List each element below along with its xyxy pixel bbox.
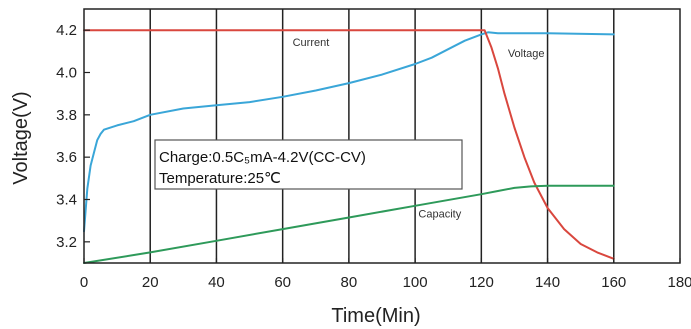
x-tick-label-140: 140: [535, 274, 560, 291]
series-label-current: Current: [293, 37, 330, 49]
x-tick-label-160: 160: [601, 274, 626, 291]
x-tick-label-0: 0: [80, 274, 88, 291]
x-tick-label-100: 100: [403, 274, 428, 291]
vertical-grid-lines: [149, 9, 615, 263]
annotation-line-1: Charge:0.5C₅mA-4.2V(CC-CV): [159, 149, 366, 166]
annotation-box: [154, 139, 463, 190]
y-tick-label-3.4: 3.4: [56, 192, 77, 209]
annotation-line-2: Temperature:25℃: [159, 170, 281, 187]
series-line-capacity: [83, 184, 615, 264]
series-lines: [83, 29, 615, 264]
series-label-capacity: Capacity: [418, 209, 461, 221]
plot-frame: [83, 8, 681, 264]
x-tick-label-20: 20: [142, 274, 159, 291]
axis-ticks: 0 20 40 60 80 100 120 140 160 180 3.2 3.4 3.6 3.8 4.0 4…: [56, 22, 691, 291]
y-tick-label-3.6: 3.6: [56, 149, 77, 166]
x-tick-label-60: 60: [274, 274, 291, 291]
x-tick-label-180: 180: [667, 274, 691, 291]
y-tick-label-3.2: 3.2: [56, 234, 77, 251]
x-tick-label-40: 40: [208, 274, 225, 291]
x-tick-label-120: 120: [469, 274, 494, 291]
y-axis-title: Voltage(V): [10, 91, 32, 184]
x-tick-label-80: 80: [341, 274, 358, 291]
series-line-voltage: [83, 31, 615, 233]
condition-annotation: Charge:0.5C₅mA-4.2V(CC-CV) Temperature:2…: [154, 139, 463, 190]
y-tick-label-3.8: 3.8: [56, 107, 77, 124]
series-labels: Voltage Current Capacity: [293, 37, 545, 220]
series-line-current: [83, 29, 615, 260]
series-label-voltage: Voltage: [508, 48, 545, 60]
y-tick-label-4.2: 4.2: [56, 22, 77, 39]
x-axis-title: Time(Min): [331, 305, 420, 327]
y-tick-label-4: 4.0: [56, 65, 77, 82]
